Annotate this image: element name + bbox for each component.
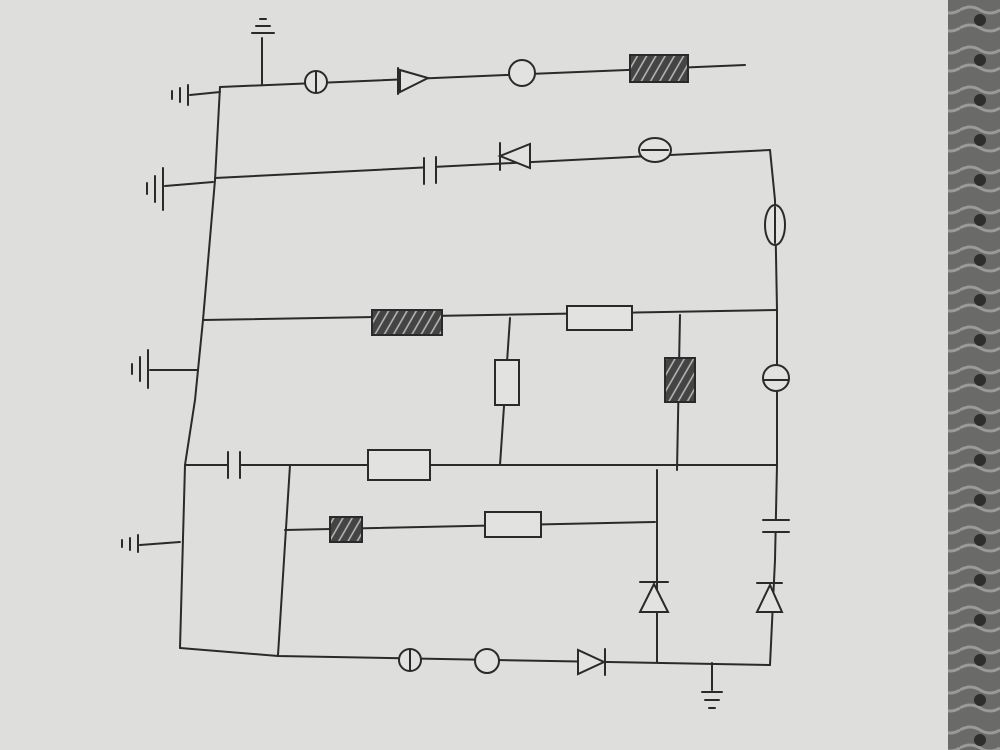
components	[227, 54, 790, 676]
fabric	[948, 0, 1000, 750]
paper	[0, 0, 948, 750]
